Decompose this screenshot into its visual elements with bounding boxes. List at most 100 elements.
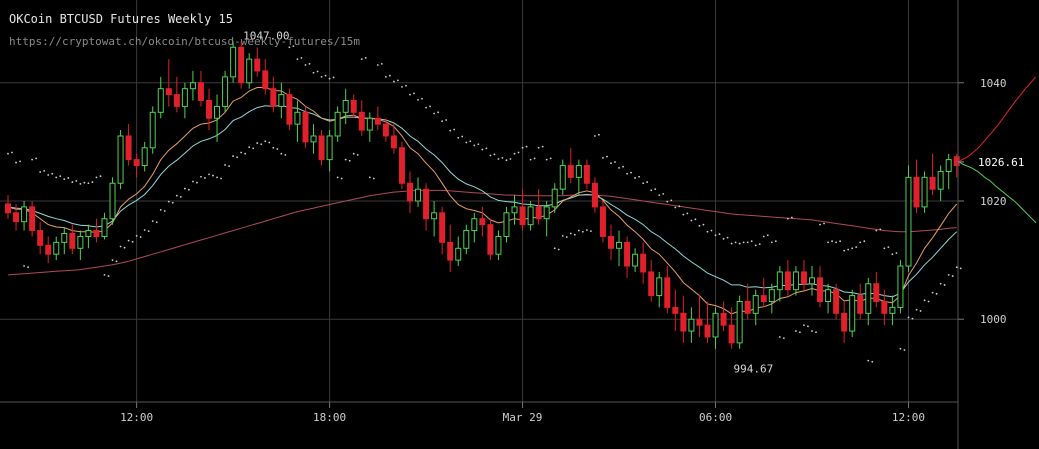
sar-dot (332, 76, 335, 79)
candle-up (53, 241, 60, 255)
sar-dot (594, 135, 596, 137)
sar-dot (135, 234, 138, 237)
sar-dot (393, 80, 395, 83)
candle-up (632, 253, 639, 267)
sar-dot (855, 246, 858, 249)
sar-dot (762, 235, 765, 238)
sar-dot (577, 229, 580, 232)
candle-up (809, 277, 815, 285)
sar-dot (196, 181, 198, 184)
sar-dot (501, 156, 504, 159)
sar-dot (252, 147, 255, 150)
sar-dot (220, 177, 222, 180)
sar-dot (750, 240, 753, 243)
candle-down (696, 318, 703, 326)
sar-dot (911, 317, 914, 320)
sar-dot (537, 146, 540, 149)
sar-dot (710, 229, 713, 232)
sar-dot (35, 157, 38, 160)
candle-down (929, 176, 936, 190)
sar-dot (340, 177, 343, 180)
candle-up (141, 147, 148, 167)
candle-up (792, 271, 799, 291)
sar-dot (851, 247, 854, 250)
sar-dot (19, 160, 21, 163)
sar-dot (565, 236, 568, 238)
sar-dot (899, 347, 902, 350)
sar-dot (573, 233, 576, 236)
sar-dot (95, 176, 98, 179)
candle-up (85, 230, 92, 237)
sar-dot (67, 177, 70, 179)
candle-up (342, 100, 349, 113)
sar-dot (774, 240, 777, 243)
sar-dot (481, 148, 484, 151)
sar-dot (754, 244, 757, 247)
candle-down (350, 100, 357, 113)
sar-dot (240, 151, 243, 154)
candle-up (511, 206, 518, 214)
y-tick-label: 1020 (980, 195, 1007, 208)
candle-up (527, 206, 534, 226)
candle-up (897, 265, 904, 308)
sar-dot (308, 62, 311, 65)
candle-down (286, 94, 293, 125)
sar-dot (91, 181, 94, 183)
candle-down (238, 46, 245, 84)
candle-up (945, 159, 952, 172)
sar-dot (561, 234, 564, 237)
sar-dot (433, 112, 436, 115)
sar-dot (702, 223, 705, 226)
candle-down (173, 94, 180, 107)
candle-up (117, 135, 124, 184)
sar-dot (147, 230, 150, 233)
sar-dot (352, 152, 355, 155)
sar-dot (364, 57, 367, 59)
sar-dot (99, 175, 102, 178)
sar-dot (288, 46, 291, 49)
sar-dot (875, 229, 878, 232)
sar-dot (714, 234, 717, 237)
candle-down (125, 135, 132, 161)
sar-dot (847, 248, 850, 251)
sar-dot (356, 153, 359, 156)
sar-dot (666, 200, 669, 203)
sar-dot (742, 241, 745, 244)
sar-dot (477, 143, 480, 146)
sar-dot (55, 176, 58, 179)
candle-up (366, 117, 373, 131)
sar-dot (955, 266, 958, 269)
candle-up (937, 170, 944, 190)
candle-up (503, 212, 510, 237)
candle-down (262, 70, 269, 90)
sar-dot (87, 182, 90, 185)
candle-down (439, 212, 446, 243)
order-book-bids (959, 162, 1037, 224)
sar-dot (931, 291, 934, 294)
candle-up (101, 218, 108, 237)
sar-dot (786, 217, 789, 220)
candle-up (278, 94, 285, 107)
sar-dot (730, 242, 733, 245)
candle-up (736, 301, 743, 344)
sar-dot (690, 219, 693, 222)
candle-down (800, 271, 807, 285)
sar-dot (545, 158, 548, 161)
chart-url[interactable]: https://cryptowat.ch/okcoin/btcusd-weekl… (9, 35, 360, 48)
sar-dot (758, 243, 761, 246)
sar-dot (919, 310, 922, 312)
x-tick-label: 12:00 (120, 411, 153, 424)
sar-dot (831, 240, 833, 243)
sar-dot (827, 241, 829, 244)
candle-down (599, 206, 606, 237)
candle-down (591, 182, 598, 208)
sar-dot (493, 153, 496, 156)
sar-dot (296, 58, 299, 61)
sar-dot (280, 152, 283, 155)
candlesticks[interactable] (5, 41, 960, 349)
candle-up (21, 206, 28, 223)
candle-down (873, 283, 880, 303)
sar-dot (662, 193, 665, 195)
candle-down (913, 176, 920, 208)
